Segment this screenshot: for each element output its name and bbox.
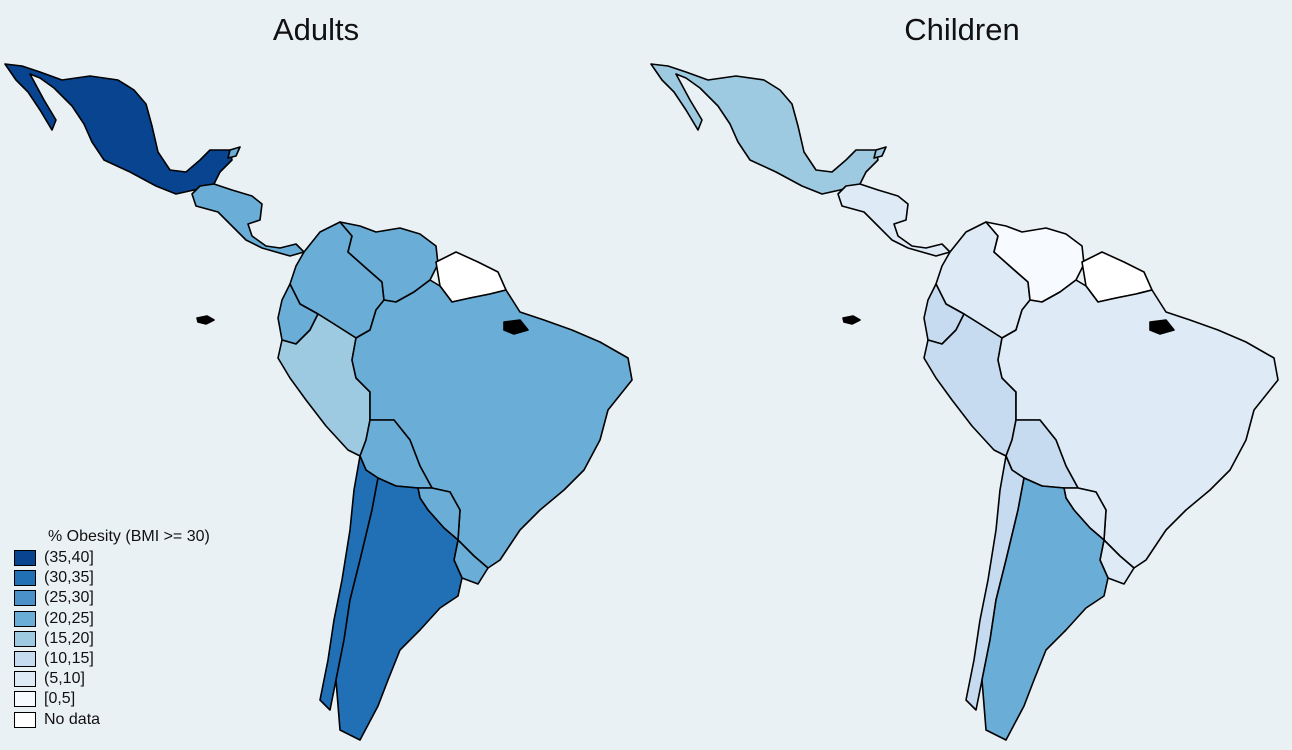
island (503, 319, 529, 335)
legend-label: (20,25] (44, 609, 94, 627)
legend-title: % Obesity (BMI >= 30) (48, 528, 210, 545)
legend-item: (30,35] (14, 568, 210, 588)
legend-swatch (14, 550, 36, 567)
legend-swatch (14, 610, 36, 627)
legend-label: (5,10] (44, 670, 85, 688)
legend-item: (20,25] (14, 609, 210, 629)
legend-label: [0,5] (44, 690, 76, 708)
region-central-america (837, 183, 951, 257)
legend-label: (35,40] (44, 549, 94, 567)
region-mexico (650, 63, 879, 195)
legend-item: (10,15] (14, 649, 210, 669)
legend-item: (35,40] (14, 548, 210, 568)
island (842, 315, 861, 325)
region-cuba (227, 146, 241, 159)
region-central-america (191, 183, 305, 257)
region-mexico (4, 63, 233, 195)
legend-item: No data (14, 710, 210, 730)
region-brazil (997, 279, 1279, 569)
legend-item: (5,10] (14, 669, 210, 689)
legend-item: [0,5] (14, 689, 210, 709)
island (1149, 319, 1175, 335)
legend-swatch (14, 651, 36, 668)
legend-swatch (14, 671, 36, 688)
legend-label: (15,20] (44, 629, 94, 647)
legend-item: (25,30] (14, 588, 210, 608)
map-title-adults: Adults (272, 12, 360, 47)
legend-swatch (14, 630, 36, 647)
region-argentina (335, 477, 463, 741)
legend-swatch (14, 590, 36, 607)
region-brazil (351, 279, 633, 569)
map-children (650, 63, 1279, 741)
island (196, 315, 215, 325)
legend-label: (25,30] (44, 589, 94, 607)
legend-swatch (14, 691, 36, 708)
legend: % Obesity (BMI >= 30) (35,40] (30,35] (25,… (14, 528, 210, 730)
legend-swatch (14, 711, 36, 728)
legend-label: (30,35] (44, 569, 94, 587)
legend-label: No data (44, 710, 101, 728)
map-adults (4, 63, 633, 741)
region-argentina (981, 477, 1109, 741)
legend-item: (15,20] (14, 629, 210, 649)
legend-swatch (14, 570, 36, 587)
legend-label: (10,15] (44, 650, 94, 668)
region-cuba (873, 146, 887, 159)
map-title-children: Children (904, 12, 1020, 47)
